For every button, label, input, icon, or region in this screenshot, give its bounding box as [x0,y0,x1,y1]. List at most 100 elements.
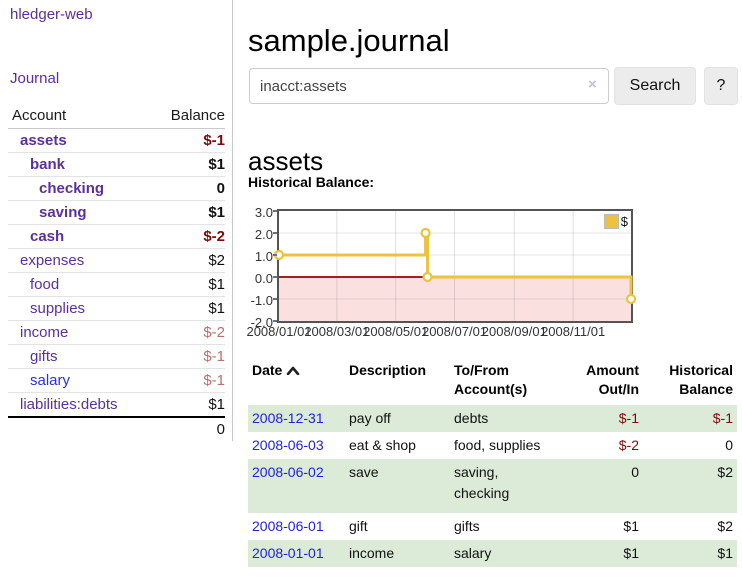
transaction-date-link[interactable]: 2008-06-02 [252,464,324,480]
accounts-table: Account Balance assets $-1 bank $1 checking 0… [8,103,225,441]
account-balance: $1 [208,396,225,413]
app-title-link[interactable]: hledger-web [10,6,93,23]
column-header-date[interactable]: Date [248,359,345,405]
legend-swatch [603,214,619,229]
y-axis-tick [273,254,277,256]
accounts-table-body: assets $-1 bank $1 checking 0 saving $1 cash $-2 e… [8,129,225,416]
x-axis-label: 2008/01/01 [246,324,312,339]
transaction-date-cell: 2008-06-03 [248,432,345,459]
account-balance: $1 [208,300,225,317]
account-link-saving[interactable]: saving [39,204,87,221]
legend-label: $ [620,214,628,229]
transaction-date-cell: 2008-12-31 [248,405,345,432]
account-row: supplies $1 [8,297,225,321]
transaction-description-cell: income [345,540,450,567]
transaction-row: 2008-01-01 income salary $1 $1 [248,540,737,567]
transaction-date-link[interactable]: 2008-06-03 [252,437,324,453]
transaction-date-cell: 2008-06-01 [248,513,345,540]
account-balance: $-1 [203,132,225,149]
transaction-balance-cell: 0 [725,437,733,453]
column-header-historical: Historical Balance [669,362,733,397]
chart-section-label: Historical Balance: [248,174,375,190]
chart-plot-area: $ 3.0 2.0 1.0 0.0 -1.0 -2.0 2008/01/01 2008/03/… [246,205,637,339]
sidebar-item-journal[interactable]: Journal [10,70,60,87]
transaction-row: 2008-06-02 save saving, checking 0 $2 [248,459,737,513]
account-balance: $1 [208,204,225,221]
transaction-balance-cell: $1 [643,540,737,567]
transaction-accounts-cell: saving, checking [450,459,581,513]
account-heading: assets [248,145,324,176]
transaction-amount-cell: 0 [581,459,643,513]
search-button[interactable]: Search [614,67,696,105]
account-link-gifts[interactable]: gifts [30,348,58,365]
data-point [420,227,431,239]
transaction-accounts-cell: salary [450,540,581,567]
y-axis-label: -1.0 [250,293,273,308]
transaction-accounts-cell: debts [450,405,581,432]
column-header-to: To/From Account(s) [454,362,528,397]
sidebar: hledger-web Journal Account Balance asse… [0,0,233,441]
transaction-amount-cell: $-1 [581,405,643,432]
transaction-accounts-cell: food, supplies [454,437,541,453]
transaction-description-cell: gift [349,518,368,534]
x-axis-label: 2008/03/01 [304,324,370,339]
x-axis-label: 2008/11/01 [541,324,606,339]
x-axis-label: 2008/09/01 [481,324,547,339]
negative-region [279,277,631,321]
account-link-expenses[interactable]: expenses [20,252,85,269]
account-balance: $-2 [203,324,225,341]
account-link-liabilities-debts[interactable]: liabilities:debts [20,396,118,413]
chart-legend: $ [603,214,628,229]
y-axis-tick [273,298,277,300]
account-row: income $-2 [8,321,225,345]
transaction-balance-cell: $2 [717,518,733,534]
account-link-assets[interactable]: assets [20,132,67,149]
account-link-salary[interactable]: salary [30,372,71,389]
search-input[interactable] [249,68,609,104]
transaction-date-link[interactable]: 2008-06-01 [252,518,324,534]
transaction-date-link[interactable]: 2008-12-31 [252,410,324,426]
clear-search-icon[interactable]: × [588,76,597,93]
account-link-food[interactable]: food [30,276,60,293]
transaction-amount-cell: $-2 [618,437,639,453]
account-balance: 0 [216,180,225,197]
transaction-date-link[interactable]: 2008-01-01 [252,545,324,561]
historical-balance-chart: $ 3.0 2.0 1.0 0.0 -1.0 -2.0 2008/01/01 2008/03/… [246,202,742,350]
y-axis-label: 1.0 [254,249,273,264]
account-row: liabilities:debts $1 [8,393,225,416]
y-axis-label: 3.0 [254,205,273,220]
y-axis-tick [273,210,277,212]
register-table-container: Date Description To/From Account(s) Amount … [248,359,737,567]
account-row: bank $1 [8,153,225,177]
y-axis-tick [273,320,277,322]
transaction-row: 2008-06-01 gift gifts $1 $2 [248,513,737,540]
account-row: food $1 [8,273,225,297]
help-button[interactable]: ? [704,67,738,105]
account-balance: $-1 [203,372,225,389]
transaction-description-cell: save [345,459,450,513]
y-axis-label: 0.0 [254,271,273,286]
account-balance: $-1 [203,348,225,365]
register-table: Date Description To/From Account(s) Amount … [248,359,737,567]
account-row: assets $-1 [8,129,225,153]
transaction-row: 2008-06-03 eat & shop food, supplies $-2 0 [248,432,737,459]
transaction-date-cell: 2008-06-02 [248,459,345,513]
column-header-amount: Amount Out/In [586,362,639,397]
account-link-cash[interactable]: cash [30,228,65,245]
account-link-checking[interactable]: checking [39,180,105,197]
column-header-description: Description [349,362,427,378]
account-row: cash $-2 [8,225,225,249]
y-axis-tick [273,232,277,234]
account-link-bank[interactable]: bank [30,156,66,173]
register-header-row: Date Description To/From Account(s) Amount … [248,359,737,405]
y-axis-tick [273,276,277,278]
account-link-supplies[interactable]: supplies [30,300,86,317]
account-row: checking 0 [8,177,225,201]
account-row: expenses $2 [8,249,225,273]
transaction-balance-cell: $-1 [643,405,737,432]
data-point [625,293,637,305]
account-link-income[interactable]: income [20,324,69,341]
transaction-description-cell: eat & shop [349,437,416,453]
data-point [422,271,433,283]
transaction-row: 2008-12-31 pay off debts $-1 $-1 [248,405,737,432]
